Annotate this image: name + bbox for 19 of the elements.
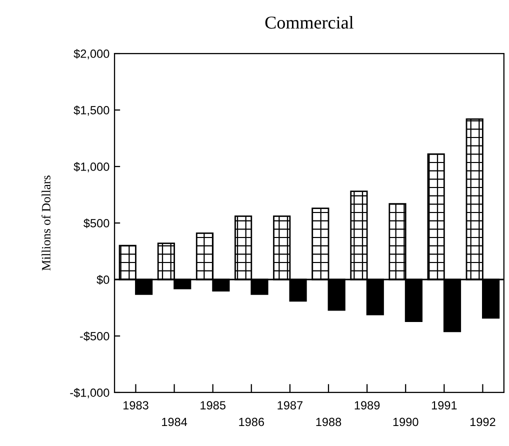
x-tick-label: 1988 (316, 418, 342, 426)
x-tick-label: 1990 (393, 418, 418, 426)
chart-title: Commercial (265, 16, 354, 29)
x-tick-label: 1987 (278, 401, 302, 410)
y-axis-title: Millions of Dollars (42, 176, 50, 271)
x-tick-label: 1989 (354, 401, 380, 410)
x-tick-label: 1985 (200, 401, 226, 410)
x-tick-label: 1983 (124, 401, 148, 410)
y-tick-label: $500 (84, 218, 110, 228)
y-tick-label: $1,500 (74, 106, 110, 116)
y-tick-label: -$500 (80, 332, 110, 342)
x-tick-label: 1986 (239, 418, 264, 426)
y-tick-label: $2,000 (74, 49, 110, 60)
x-tick-label: 1984 (162, 418, 188, 426)
x-tick-label: 1991 (432, 401, 457, 410)
x-tick-label: 1992 (470, 418, 496, 426)
y-tick-label: $0 (96, 275, 110, 285)
y-tick-label: $1,000 (74, 162, 110, 172)
y-tick-label: -$1,000 (70, 388, 110, 398)
